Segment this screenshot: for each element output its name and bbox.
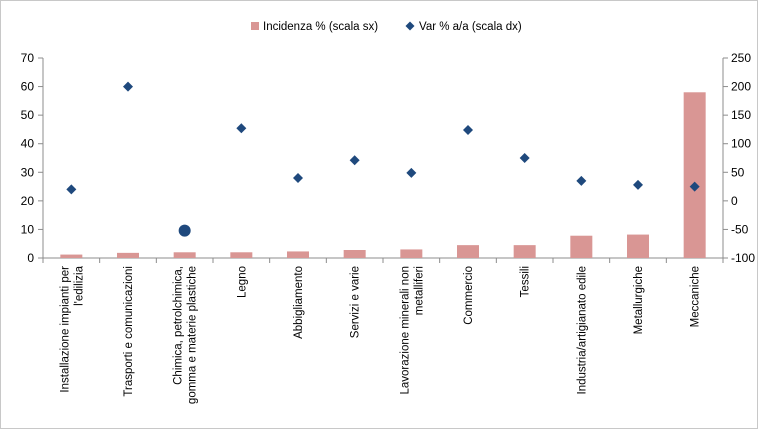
category-label: Tessili [520,266,532,297]
bar [513,245,536,258]
category-label: Trasporti e comunicazioni [123,266,135,397]
right-tick-label: 0 [731,194,738,208]
category-label-line: metalliferi [413,266,425,315]
category-label-line: Industria/artigianato edile [576,266,588,395]
category-label-line: Meccaniche [690,266,702,327]
scatter-point [236,123,247,134]
category-label-line: l'edilizia [73,265,85,306]
left-tick-label: 10 [21,222,35,236]
category-label-line: Servizi e varie [350,266,362,338]
category-label-line: gomma e materie plastiche [187,266,199,404]
left-tick-label: 30 [21,165,35,179]
category-label: Industria/artigianato edile [576,266,588,395]
bar [230,252,253,258]
bar [173,252,196,258]
highlighted-point [178,224,191,237]
legend-bar-swatch [251,22,259,30]
category-label-line: Commercio [463,266,475,325]
scatter-point [406,167,417,178]
category-label-line: Trasporti e comunicazioni [123,266,135,397]
bar-series [60,92,706,259]
category-label: Metallurgiche [633,266,645,334]
legend-diamond-swatch [405,21,415,31]
category-label: Legno [236,266,248,298]
category-label-line: Metallurgiche [633,266,645,334]
right-tick-label: 50 [731,165,745,179]
category-label-line: Lavorazione minerali non [399,266,411,395]
category-label-line: Installazione impianti per [59,266,71,393]
legend-label-incidenza: Incidenza % (scala sx) [263,21,378,33]
left-tick-label: 50 [21,108,35,122]
scatter-point [293,173,303,183]
legend: Incidenza % (scala sx) Var % a/a (scala d… [251,21,522,33]
right-tick-label: 200 [731,80,751,94]
bar [400,249,423,258]
category-label: Abbigliamento [293,266,305,339]
category-label: Meccaniche [690,266,702,327]
axes: 0 10 20 30 40 50 60 70 -100 -50 0 50 100 150 200 250 [21,51,756,265]
category-label: Installazione impianti per l'edilizia [59,265,85,392]
left-tick-label: 40 [21,137,35,151]
bar [287,251,309,258]
scatter-series [66,81,700,237]
legend-label-var: Var % a/a (scala dx) [419,21,522,33]
right-tick-label: -100 [731,251,755,265]
category-label-line: Legno [236,266,248,298]
scatter-point [463,125,473,135]
scatter-point [66,184,77,195]
bar [343,250,366,258]
left-tick-label: 60 [21,80,35,94]
bar [117,252,139,258]
scatter-point [123,81,133,92]
right-tick-label: 150 [731,108,751,122]
right-tick-label: 100 [731,137,751,151]
right-tick-label: -50 [731,222,749,236]
category-label: Lavorazione minerali non metalliferi [399,266,425,395]
category-label: Chimica, petrolchimica, gomma e materie p… [173,266,199,404]
left-tick-label: 0 [27,251,34,265]
left-tick-label: 20 [21,194,35,208]
scatter-point [576,175,587,186]
category-labels: Installazione impianti per l'edilizia Tras… [59,265,701,404]
category-label-line: Tessili [520,266,532,297]
scatter-point [633,179,643,190]
bar [570,235,593,258]
bar [683,92,706,259]
bar [60,254,83,258]
scatter-point [349,155,360,166]
category-label: Servizi e varie [350,266,362,338]
left-tick-label: 70 [21,51,35,65]
scatter-point [519,153,530,163]
category-label-line: Chimica, petrolchimica, [173,266,185,385]
bar [627,234,649,258]
bar [457,245,479,258]
category-label-line: Abbigliamento [293,266,305,339]
scatter-point [689,181,700,192]
right-tick-label: 250 [731,51,751,65]
category-label: Commercio [463,266,475,325]
